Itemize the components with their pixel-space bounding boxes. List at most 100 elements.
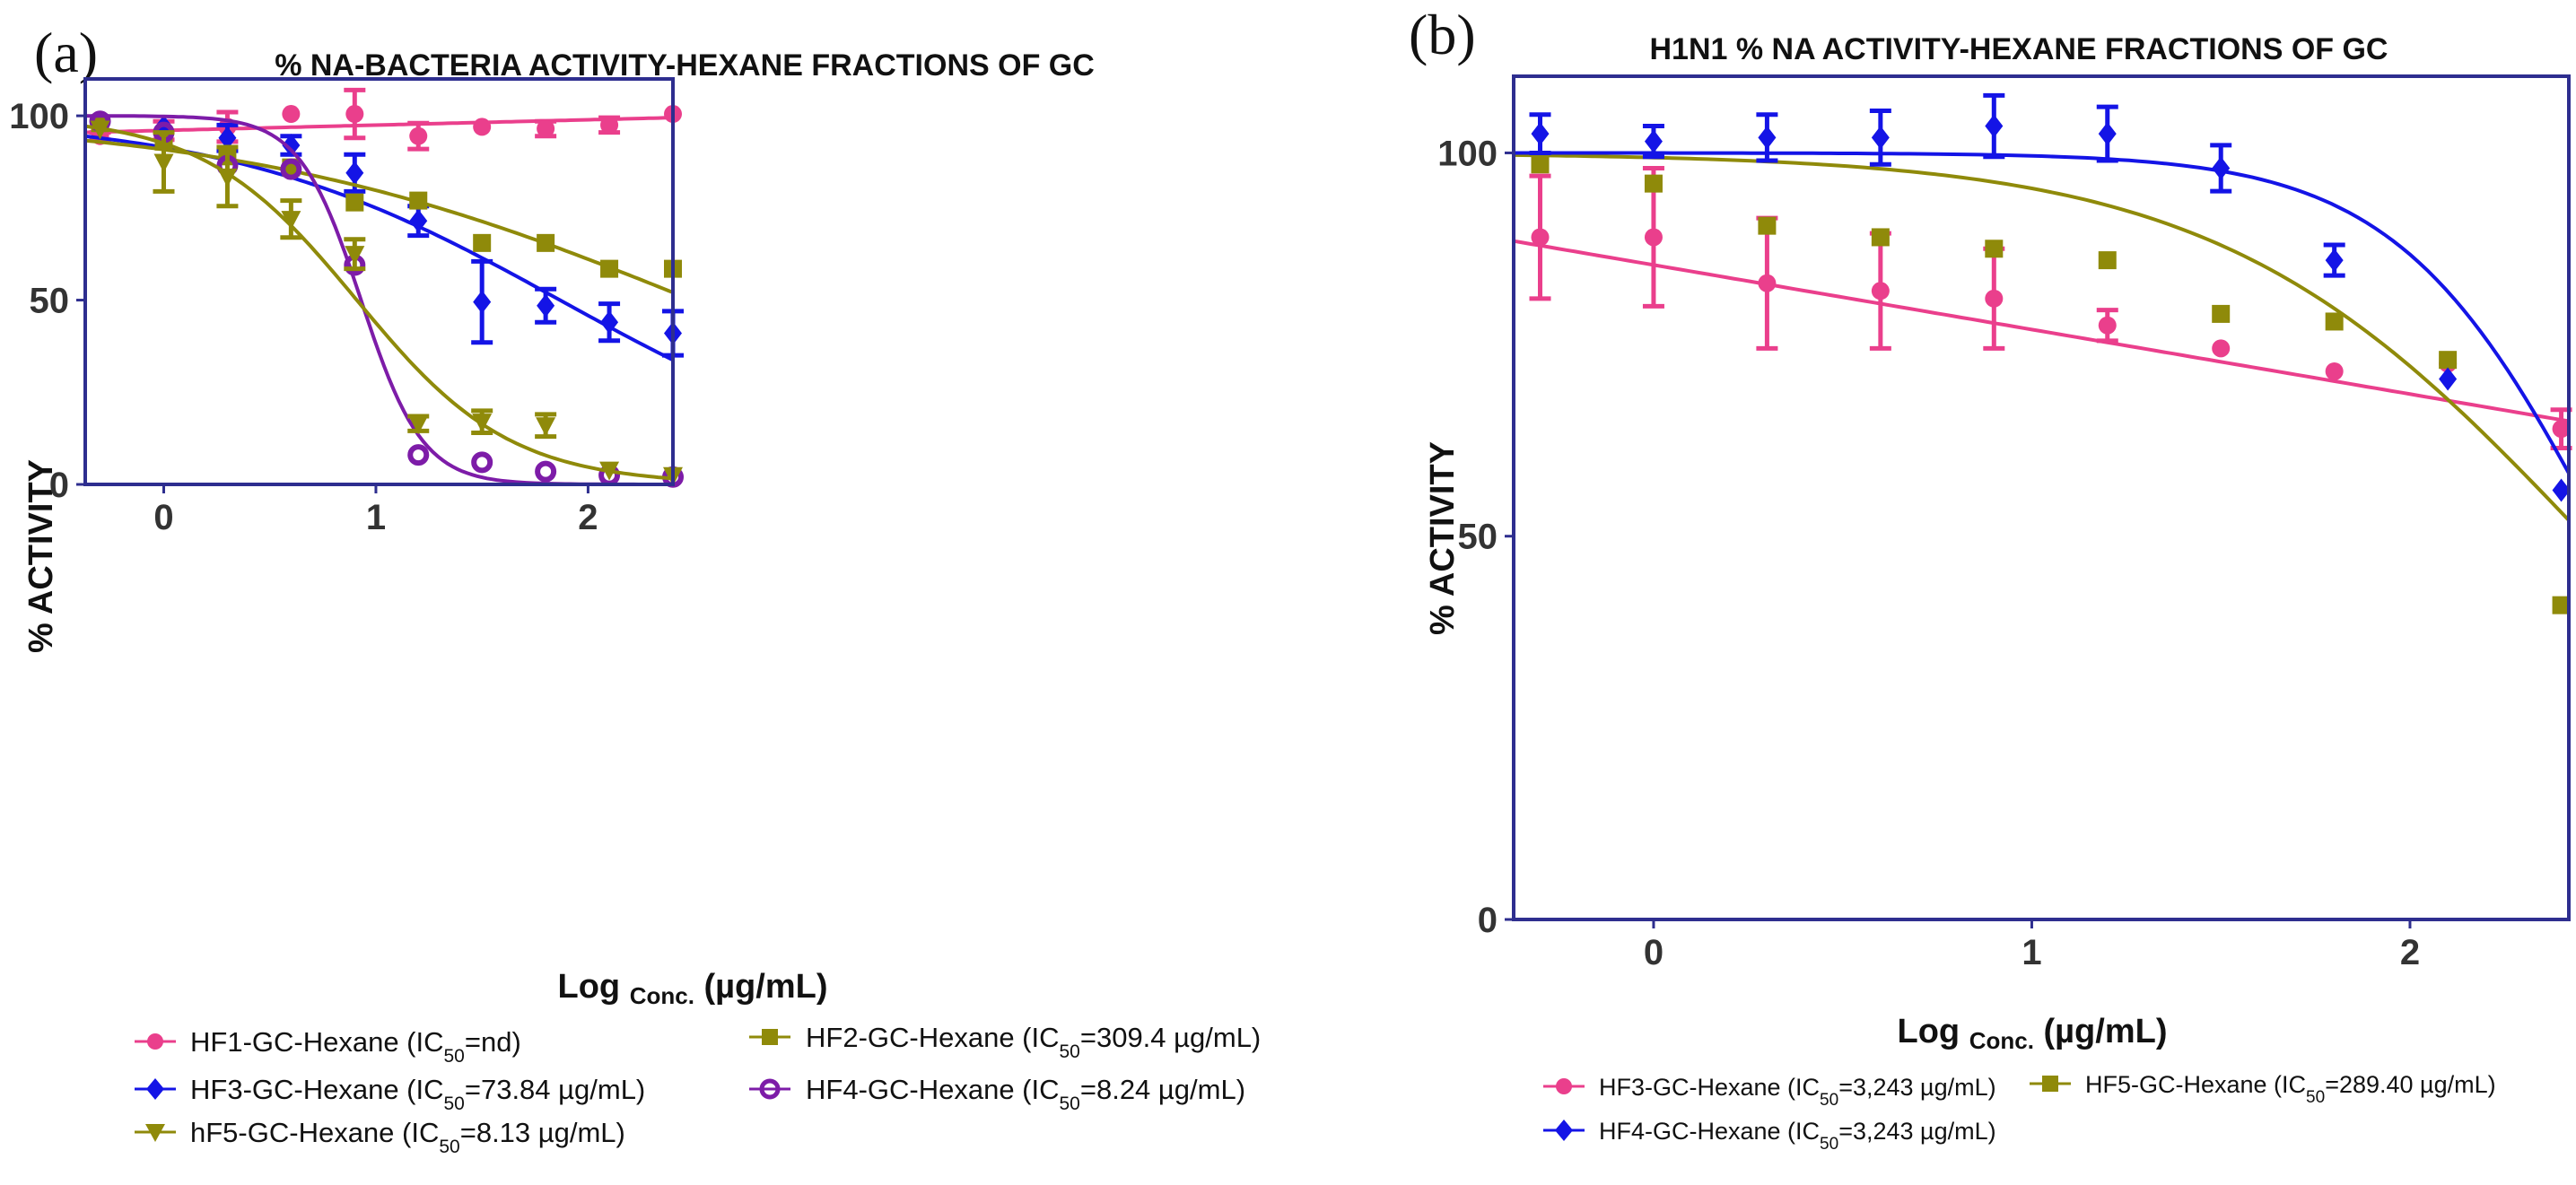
legend-a-hf4-label: HF4-GC-Hexane (IC50=8.24 µg/mL) xyxy=(806,1074,1245,1114)
a-fit-curve-HF2-GC-Hexane xyxy=(84,138,674,294)
panel-b-x-axis-title-unit: (µg/mL) xyxy=(2044,1013,2168,1050)
b-y-tick-label: 50 xyxy=(1458,518,1498,557)
legend-a-hf3-label: HF3-GC-Hexane (IC50=73.84 µg/mL) xyxy=(190,1074,645,1114)
panel-a-x-axis-title-unit: (µg/mL) xyxy=(704,968,828,1006)
a-data-point-HF3-GC-Hexane xyxy=(218,126,237,150)
legend-a-hf2-marker xyxy=(762,1029,778,1045)
panel-a-legend: HF1-GC-Hexane (IC50=nd) HF2-GC-Hexane (I… xyxy=(135,1022,1261,1157)
panel-a-label: (a) xyxy=(34,21,98,84)
panel-a-series xyxy=(84,87,684,488)
a-x-tick-label: 0 xyxy=(153,498,173,537)
b-data-point-HF4-GC-Hexane xyxy=(2552,478,2571,502)
a-data-point-HF2-GC-Hexane xyxy=(473,233,492,252)
legend-a-hf1-label: HF1-GC-Hexane (IC50=nd) xyxy=(190,1026,521,1067)
panel-a-x-axis-title-sub: Conc. xyxy=(630,982,694,1009)
legend-b-item-hf5: HF5-GC-Hexane (IC50=289.40 µg/mL) xyxy=(2030,1071,2496,1107)
b-data-point-HF3-GC-Hexane xyxy=(2552,420,2571,439)
legend-b-hf5-marker xyxy=(2042,1076,2058,1092)
b-data-point-HF4-GC-Hexane xyxy=(1758,126,1777,150)
panel-a-x-ticks: 0 1 2 xyxy=(153,484,598,537)
panel-a-x-axis-title-main: Log xyxy=(558,968,621,1006)
panel-a-x-axis-title: Log Conc. (µg/mL) xyxy=(558,968,828,1009)
a-data-point-HF1-GC-Hexane xyxy=(282,105,301,124)
legend-a-hf5-marker xyxy=(145,1124,165,1142)
a-fit-curve-HF4-GC-Hexane xyxy=(84,114,673,486)
panel-a-y-ticks: 0 50 100 xyxy=(9,97,85,505)
legend-a-hf4-marker xyxy=(759,1078,781,1100)
a-data-point-HF4-GC-Hexane xyxy=(280,158,302,180)
a-data-point-HF3-GC-Hexane xyxy=(345,161,364,185)
a-data-point-HF3-GC-Hexane xyxy=(473,290,492,314)
a-data-point-hF5-GC-Hexane xyxy=(536,417,556,437)
b-data-point-HF3-GC-Hexane xyxy=(2325,362,2344,380)
legend-a-item-hf2: HF2-GC-Hexane (IC50=309.4 µg/mL) xyxy=(749,1022,1261,1062)
a-data-point-HF1-GC-Hexane xyxy=(409,126,428,145)
legend-a-item-hf5: hF5-GC-Hexane (IC50=8.13 µg/mL) xyxy=(135,1117,625,1157)
b-data-point-HF5-GC-Hexane xyxy=(2098,251,2117,270)
panel-a-y-axis-title: % ACTIVITY xyxy=(22,459,60,653)
b-data-point-HF4-GC-Hexane xyxy=(2098,122,2117,146)
b-data-point-HF5-GC-Hexane xyxy=(1644,174,1663,193)
a-series-HF2-GC-Hexane xyxy=(84,114,682,294)
b-data-point-HF4-GC-Hexane xyxy=(2212,156,2231,180)
b-data-point-HF5-GC-Hexane xyxy=(1871,228,1890,247)
legend-b-hf5-label: HF5-GC-Hexane (IC50=289.40 µg/mL) xyxy=(2085,1071,2496,1107)
b-data-point-HF4-GC-Hexane xyxy=(1985,114,2004,138)
legend-b-hf3-label: HF3-GC-Hexane (IC50=3,243 µg/mL) xyxy=(1599,1074,1996,1110)
a-data-point-HF3-GC-Hexane xyxy=(409,209,428,233)
b-series-HF3-GC-Hexane xyxy=(1513,166,2572,450)
panel-b-plot-frame xyxy=(1512,74,2571,921)
legend-b-hf4-label: HF4-GC-Hexane (IC50=3,243 µg/mL) xyxy=(1599,1118,1996,1154)
b-data-point-HF3-GC-Hexane xyxy=(1758,274,1777,292)
panel-b-y-axis-title: % ACTIVITY xyxy=(1424,441,1462,635)
panel-b-series xyxy=(1513,92,2572,614)
a-data-point-HF4-GC-Hexane xyxy=(407,444,430,466)
legend-a-item-hf1: HF1-GC-Hexane (IC50=nd) xyxy=(135,1026,521,1067)
legend-b-item-hf4: HF4-GC-Hexane (IC50=3,243 µg/mL) xyxy=(1543,1118,1996,1154)
b-data-point-HF4-GC-Hexane xyxy=(2439,367,2458,391)
panel-a-title: % NA-BACTERIA ACTIVITY-HEXANE FRACTIONS … xyxy=(275,48,1095,83)
a-data-point-hF5-GC-Hexane xyxy=(217,168,238,187)
a-data-point-hF5-GC-Hexane xyxy=(345,246,365,266)
a-data-point-hF5-GC-Hexane xyxy=(599,461,620,481)
legend-b-item-hf3: HF3-GC-Hexane (IC50=3,243 µg/mL) xyxy=(1543,1074,1996,1110)
a-x-tick-label: 1 xyxy=(366,498,386,537)
a-data-point-HF1-GC-Hexane xyxy=(473,118,492,136)
b-data-point-HF4-GC-Hexane xyxy=(1531,122,1550,146)
a-series-HF4-GC-Hexane xyxy=(84,110,684,488)
b-data-point-HF5-GC-Hexane xyxy=(2212,304,2231,323)
panel-b-label: (b) xyxy=(1409,3,1476,66)
a-data-point-HF1-GC-Hexane xyxy=(537,119,555,138)
b-data-point-HF3-GC-Hexane xyxy=(1644,228,1663,247)
panel-b-x-axis-title: Log Conc. (µg/mL) xyxy=(1898,1013,2168,1054)
a-data-point-hF5-GC-Hexane xyxy=(408,415,429,435)
panel-a-plot-frame xyxy=(83,77,675,486)
a-x-tick-label: 2 xyxy=(578,498,598,537)
legend-a-item-hf4: HF4-GC-Hexane (IC50=8.24 µg/mL) xyxy=(749,1074,1245,1114)
b-fit-curve-HF3-GC-Hexane xyxy=(1513,239,2570,423)
a-series-HF1-GC-Hexane xyxy=(84,87,682,152)
a-data-point-HF3-GC-Hexane xyxy=(537,293,555,318)
b-data-point-HF4-GC-Hexane xyxy=(1644,129,1663,153)
a-data-point-hF5-GC-Hexane xyxy=(472,414,493,433)
panel-b-x-axis-title-main: Log xyxy=(1898,1013,1960,1050)
a-fit-curve-HF1-GC-Hexane xyxy=(84,116,674,135)
a-y-tick-label: 100 xyxy=(9,97,69,136)
panel-b-x-ticks: 0 1 2 xyxy=(1644,919,2420,972)
a-data-point-HF3-GC-Hexane xyxy=(282,133,301,157)
b-y-tick-label: 0 xyxy=(1478,901,1498,940)
a-data-point-hF5-GC-Hexane xyxy=(153,153,174,173)
b-data-point-HF5-GC-Hexane xyxy=(2552,596,2571,614)
legend-a-item-hf3: HF3-GC-Hexane (IC50=73.84 µg/mL) xyxy=(135,1074,645,1114)
panel-b: (b) H1N1 % NA ACTIVITY-HEXANE FRACTIONS … xyxy=(1409,3,2572,1154)
a-data-point-HF4-GC-Hexane xyxy=(471,451,493,474)
b-x-tick-label: 0 xyxy=(1644,933,1663,972)
b-data-point-HF5-GC-Hexane xyxy=(1985,240,2004,258)
a-y-tick-label: 50 xyxy=(30,282,70,321)
b-series-HF5-GC-Hexane xyxy=(1513,152,2571,614)
a-data-point-HF2-GC-Hexane xyxy=(409,191,428,210)
a-y-tick-label: 0 xyxy=(49,466,69,505)
a-data-point-hF5-GC-Hexane xyxy=(90,120,110,140)
a-data-point-HF3-GC-Hexane xyxy=(600,310,619,335)
